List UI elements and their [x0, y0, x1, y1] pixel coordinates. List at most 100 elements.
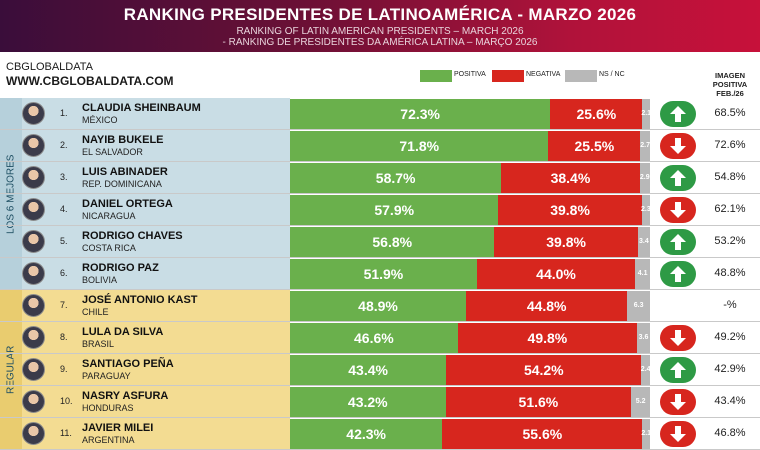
arrow-up-icon [660, 101, 696, 127]
bar-negative [501, 163, 640, 193]
bar-positive [290, 227, 495, 257]
president-name: JAVIER MILEI [82, 422, 154, 434]
country-name: COSTA RICA [82, 243, 136, 253]
president-name: SANTIAGO PEÑA [82, 358, 174, 370]
country-name: EL SALVADOR [82, 147, 143, 157]
arrow-up-icon [660, 229, 696, 255]
bar-positive-label: 57.9% [374, 202, 415, 218]
avatar [22, 358, 45, 381]
group-background [0, 290, 290, 450]
previous-positive-value: 54.8% [714, 171, 746, 183]
table-row: 9. SANTIAGO PEÑA PARAGUAY 43.4% 54.2% 2.4 42.9… [0, 354, 760, 386]
bar-negative-label: 54.2% [523, 362, 564, 378]
table-row: 3. LUIS ABINADER REP. DOMINICANA 58.7% 38.4%… [0, 162, 760, 194]
bar-positive-label: 43.2% [347, 394, 388, 410]
table-row: 6. RODRIGO PAZ BOLIVIA 51.9% 44.0% 4.1 48.8% [0, 258, 760, 290]
bar-positive-label: 71.8% [399, 138, 440, 154]
rank-number: 1. [60, 108, 68, 118]
group-background [0, 98, 290, 290]
bar-positive [290, 323, 458, 353]
country-name: NICARAGUA [82, 211, 136, 221]
country-name: BOLIVIA [82, 275, 118, 285]
country-name: PARAGUAY [82, 371, 131, 381]
bar-negative [476, 259, 636, 289]
bar-nsnc-label: 2.4 [640, 366, 651, 373]
legend-swatch [420, 70, 452, 82]
bar-positive-label: 51.9% [363, 266, 404, 282]
bar-negative [445, 387, 632, 417]
president-name: NASRY ASFURA [82, 390, 169, 402]
bar-negative-label: 51.6% [518, 394, 559, 410]
bar-negative [548, 131, 641, 161]
country-name: BRASIL [82, 339, 115, 349]
legend-label: POSITIVA [454, 71, 486, 78]
subtitle-portuguese: - RANKING DE PRESIDENTES DA AMÉRICA LATI… [222, 37, 538, 48]
bar-positive-label: 58.7% [375, 170, 416, 186]
avatar [22, 198, 45, 221]
country-name: HONDURAS [82, 403, 134, 413]
bar-negative [498, 195, 642, 225]
previous-positive-value: 62.1% [714, 203, 746, 215]
bar-negative [446, 355, 642, 385]
country-name: MÉXICO [82, 115, 118, 125]
bar-nsnc-label: 6.3 [633, 302, 644, 309]
arrow-up-icon [660, 261, 696, 287]
bar-negative-label: 49.8% [527, 330, 568, 346]
bar-positive [290, 259, 477, 289]
bar-nsnc-label: 4.1 [637, 270, 648, 277]
bar-positive [290, 387, 446, 417]
bar-negative-label: 39.8% [546, 234, 586, 250]
bar-negative-label: 44.8% [526, 298, 567, 314]
brand-url: WWW.CBGLOBALDATA.COM [6, 74, 174, 88]
bar-positive [290, 163, 502, 193]
bar-positive-label: 42.3% [346, 426, 386, 442]
rank-number: 10. [60, 396, 73, 406]
bar-negative-label: 39.8% [550, 202, 590, 218]
previous-positive-value: -% [723, 299, 737, 311]
bar-nsnc [640, 131, 650, 161]
previous-positive-value: 49.2% [714, 331, 746, 343]
bar-positive-label: 48.9% [358, 298, 398, 314]
president-name: RODRIGO CHAVES [82, 230, 183, 242]
avatar [22, 390, 45, 413]
legend-label: NS / NC [599, 71, 625, 78]
bar-negative [550, 99, 643, 129]
bar-nsnc-label: 2.1 [641, 430, 652, 437]
previous-positive-value: 72.6% [714, 139, 746, 151]
rank-number: 7. [60, 300, 68, 310]
bar-nsnc [641, 195, 650, 225]
bar-nsnc [627, 291, 650, 321]
president-name: LUIS ABINADER [82, 166, 168, 178]
brand-name: CBGLOBALDATA [6, 61, 94, 73]
bar-nsnc [639, 163, 650, 193]
rank-number: 2. [60, 140, 68, 150]
bar-nsnc-label: 5.2 [635, 398, 646, 405]
header-line-imagen: IMAGEN [715, 71, 745, 80]
rank-number: 4. [60, 204, 68, 214]
previous-positive-value: 68.5% [714, 107, 746, 119]
header-banner: RANKING PRESIDENTES DE LATINOAMÉRICA - M… [0, 0, 760, 52]
bar-nsnc [635, 259, 650, 289]
bar-nsnc [641, 355, 650, 385]
avatar [22, 262, 45, 285]
arrow-down-icon [660, 389, 696, 415]
avatar [22, 230, 45, 253]
table-row: 10. NASRY ASFURA HONDURAS 43.2% 51.6% 5.2 43.4… [0, 386, 760, 418]
rank-number: 6. [60, 268, 68, 278]
bar-positive-label: 56.8% [372, 234, 413, 250]
bar-negative [494, 227, 638, 257]
president-name: NAYIB BUKELE [82, 134, 164, 146]
previous-positive-value: 48.8% [714, 267, 746, 279]
bar-negative-label: 55.6% [522, 426, 563, 442]
page-title: RANKING PRESIDENTES DE LATINOAMÉRICA - M… [123, 5, 637, 24]
bar-nsnc-label: 2.9 [639, 174, 650, 181]
previous-positive-header: IMAGEN POSITIVA FEB./26 [702, 71, 758, 98]
table-row: 2. NAYIB BUKELE EL SALVADOR 71.8% 25.5% 2.7 72… [0, 130, 760, 162]
avatar [22, 326, 45, 349]
bar-negative-label: 38.4% [550, 170, 591, 186]
bar-positive [290, 419, 443, 449]
bar-positive [290, 99, 551, 129]
rank-number: 9. [60, 364, 68, 374]
previous-positive-value: 53.2% [714, 235, 746, 247]
bar-nsnc [642, 419, 650, 449]
